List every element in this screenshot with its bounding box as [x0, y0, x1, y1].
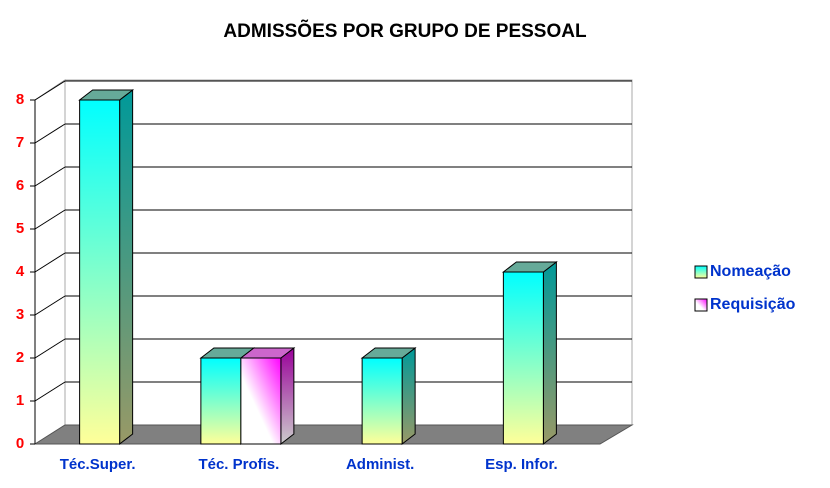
- grid-line: [34, 295, 66, 316]
- grid-line: [34, 209, 66, 230]
- grid-line: [34, 338, 66, 359]
- grid-line: [34, 123, 66, 144]
- bar: [502, 271, 544, 445]
- bar: [361, 357, 403, 445]
- bar: [200, 357, 242, 445]
- chart-title: ADMISSÕES POR GRUPO DE PESSOAL: [223, 20, 587, 42]
- x-tick-label: Esp. Infor.: [485, 456, 558, 473]
- y-tick-label: 2: [16, 349, 24, 366]
- grid-line: [34, 166, 66, 187]
- bar-side: [401, 346, 416, 446]
- y-tick-label: 5: [16, 220, 24, 237]
- bar: [240, 357, 282, 445]
- bar-side: [280, 346, 295, 446]
- floor: [33, 424, 634, 445]
- bar-side: [542, 260, 557, 446]
- bar: [79, 99, 121, 445]
- x-tick-label: Téc.Super.: [60, 456, 136, 473]
- y-tick-label: 8: [16, 91, 24, 108]
- y-tick-label: 3: [16, 306, 24, 323]
- y-tick-label: 4: [16, 263, 25, 280]
- y-tick-label: 7: [16, 134, 24, 151]
- grid-line: [34, 80, 66, 101]
- x-tick-label: Téc. Profis.: [198, 456, 279, 473]
- legend-label: Requisição: [710, 296, 796, 313]
- y-tick-label: 0: [16, 435, 24, 452]
- y-tick-label: 6: [16, 177, 24, 194]
- grid-line: [34, 381, 66, 402]
- x-tick-label: Administ.: [346, 456, 414, 473]
- bars: [78, 88, 558, 446]
- legend-swatch: [694, 265, 708, 279]
- y-tick-label: 1: [16, 392, 24, 409]
- grid-line: [34, 252, 66, 273]
- legend-swatch: [694, 298, 708, 312]
- bar-side: [119, 88, 134, 446]
- legend-label: Nomeação: [710, 263, 791, 280]
